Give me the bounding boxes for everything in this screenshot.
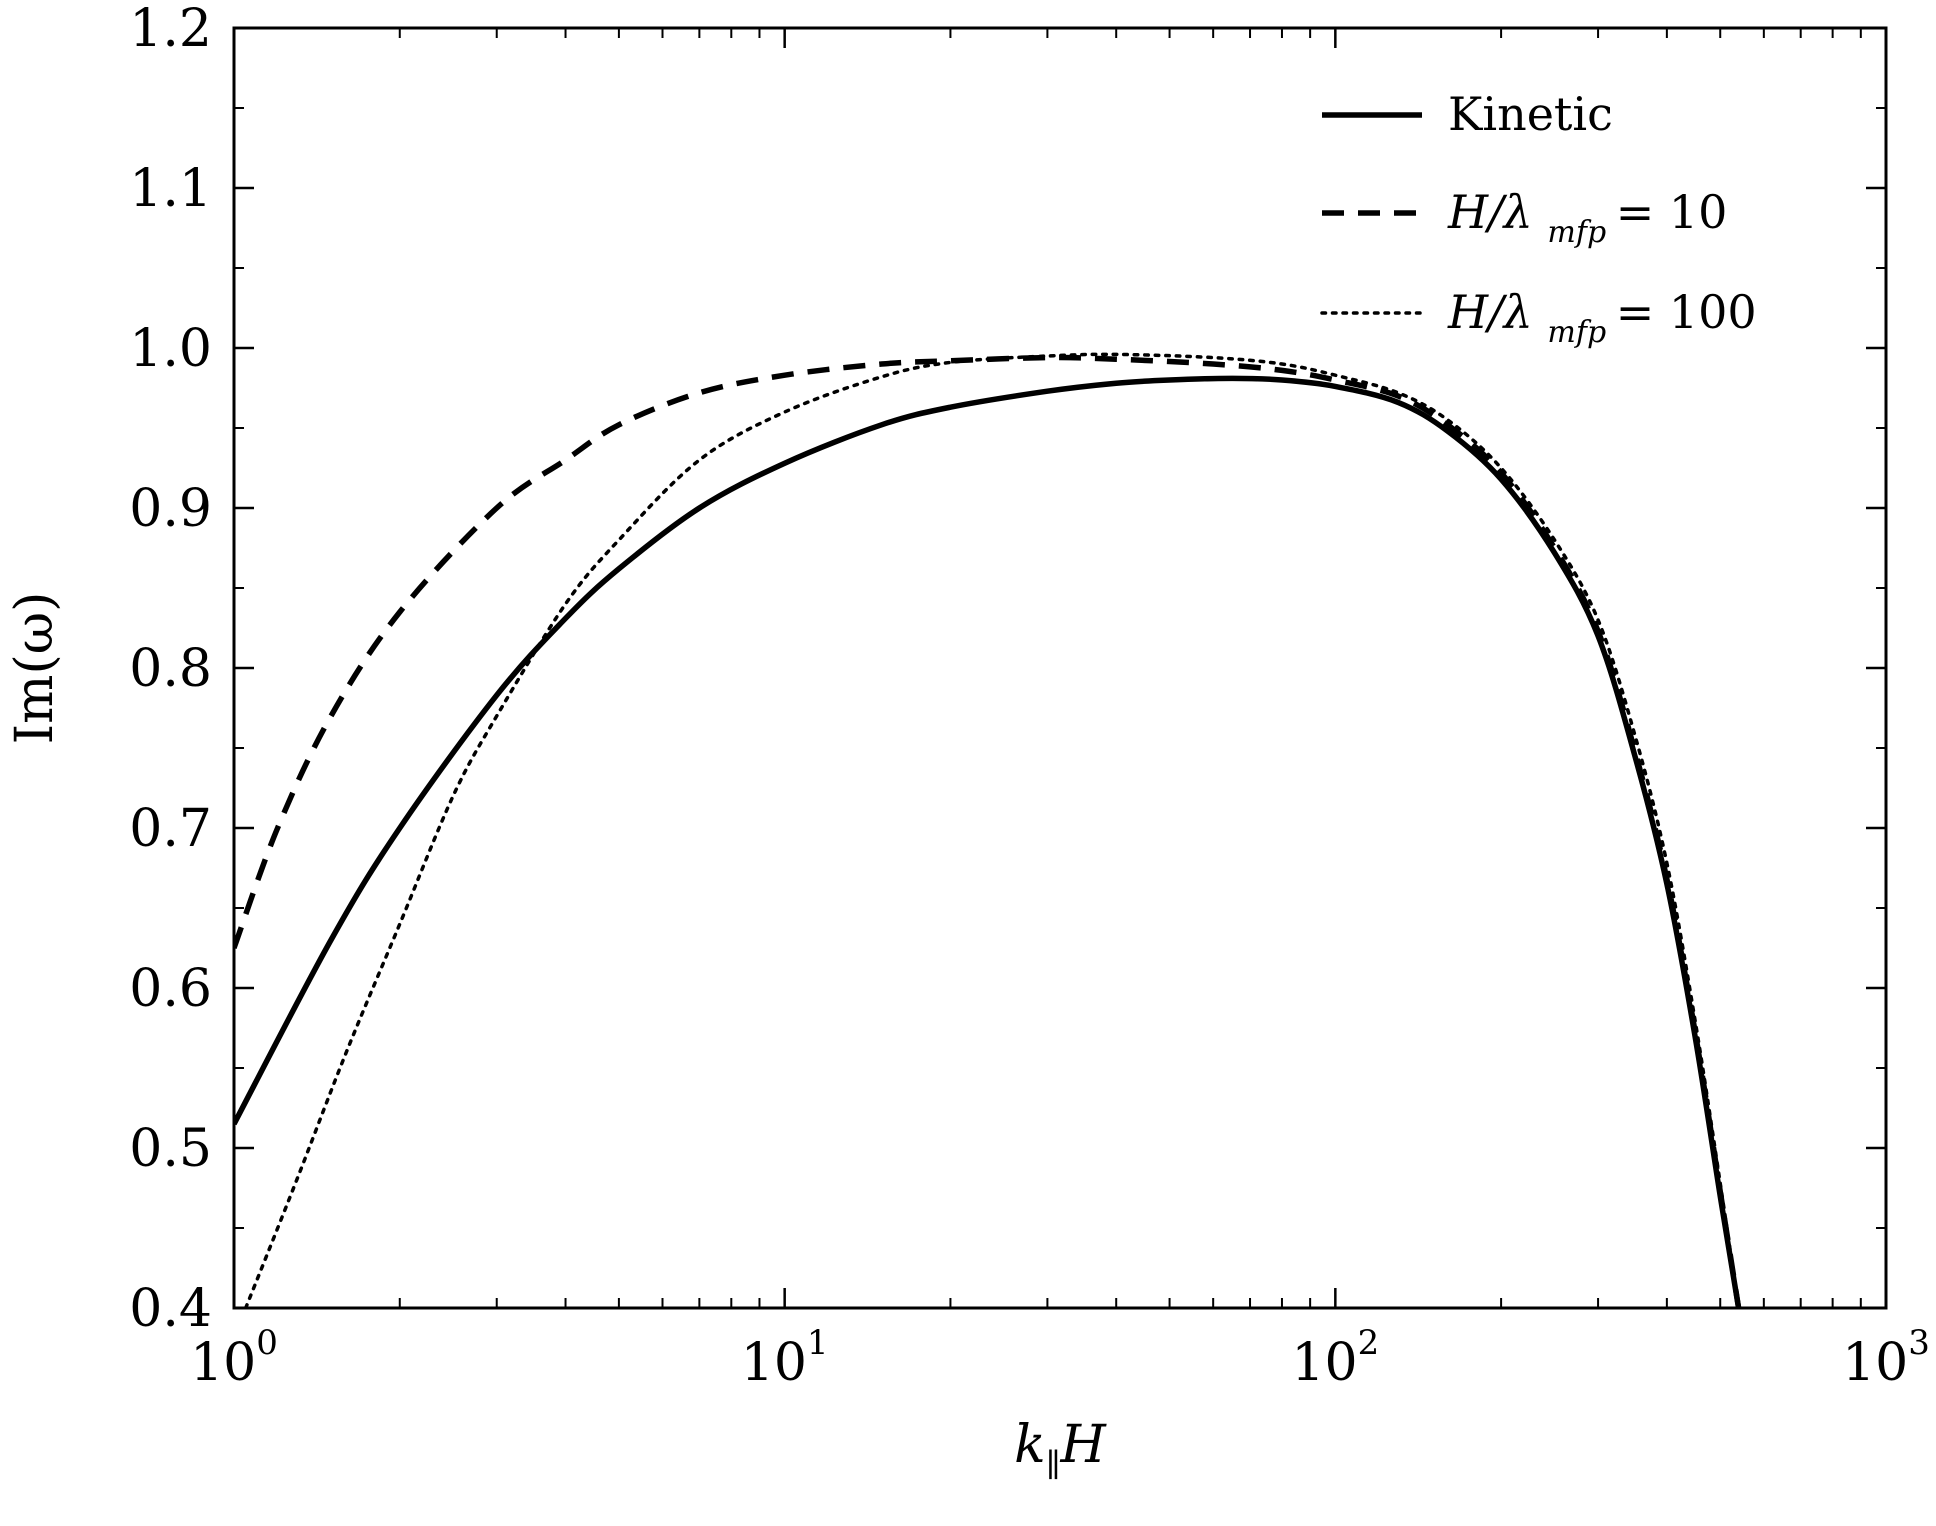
y-tick-label: 1.1: [129, 159, 212, 219]
y-tick-label: 0.8: [129, 639, 212, 699]
legend-entry-label: Kinetic: [1448, 87, 1613, 141]
x-axis-label-subscript: ∥: [1046, 1446, 1061, 1484]
series-layer: [234, 352, 1742, 1308]
x-tick-label: 100: [190, 1323, 278, 1393]
y-tick-label: 0.9: [129, 479, 212, 539]
series-line-dotted: [243, 352, 1741, 1308]
plot-frame: [232, 26, 1888, 1310]
x-tick-label: 103: [1842, 1323, 1930, 1393]
y-tick-label: 0.7: [129, 799, 212, 859]
y-tick-label: 0.5: [129, 1119, 212, 1179]
series-line-dashed: [234, 354, 1742, 1308]
x-tick-label: 102: [1291, 1323, 1379, 1393]
x-axis-label: k∥H: [1014, 1415, 1107, 1484]
legend-entry-label: H/λ mfp = 10: [1447, 185, 1727, 250]
y-tick-label: 1.0: [129, 319, 212, 379]
legend: Kinetic H/λ mfp = 10 H/λ mfp = 100: [1320, 87, 1757, 350]
y-tick-label: 1.2: [129, 0, 212, 59]
y-tick-label: 0.4: [129, 1279, 212, 1339]
tick-labels: 0.4 0.5 0.6 0.7 0.8 0.9 1.0 1.1 1.2 100 101 102 103: [129, 0, 1930, 1393]
y-tick-label: 0.6: [129, 959, 212, 1019]
x-tick-label: 101: [741, 1323, 829, 1393]
y-axis-label: Im(ω): [5, 592, 65, 745]
legend-entry-label: H/λ mfp = 100: [1447, 285, 1757, 350]
